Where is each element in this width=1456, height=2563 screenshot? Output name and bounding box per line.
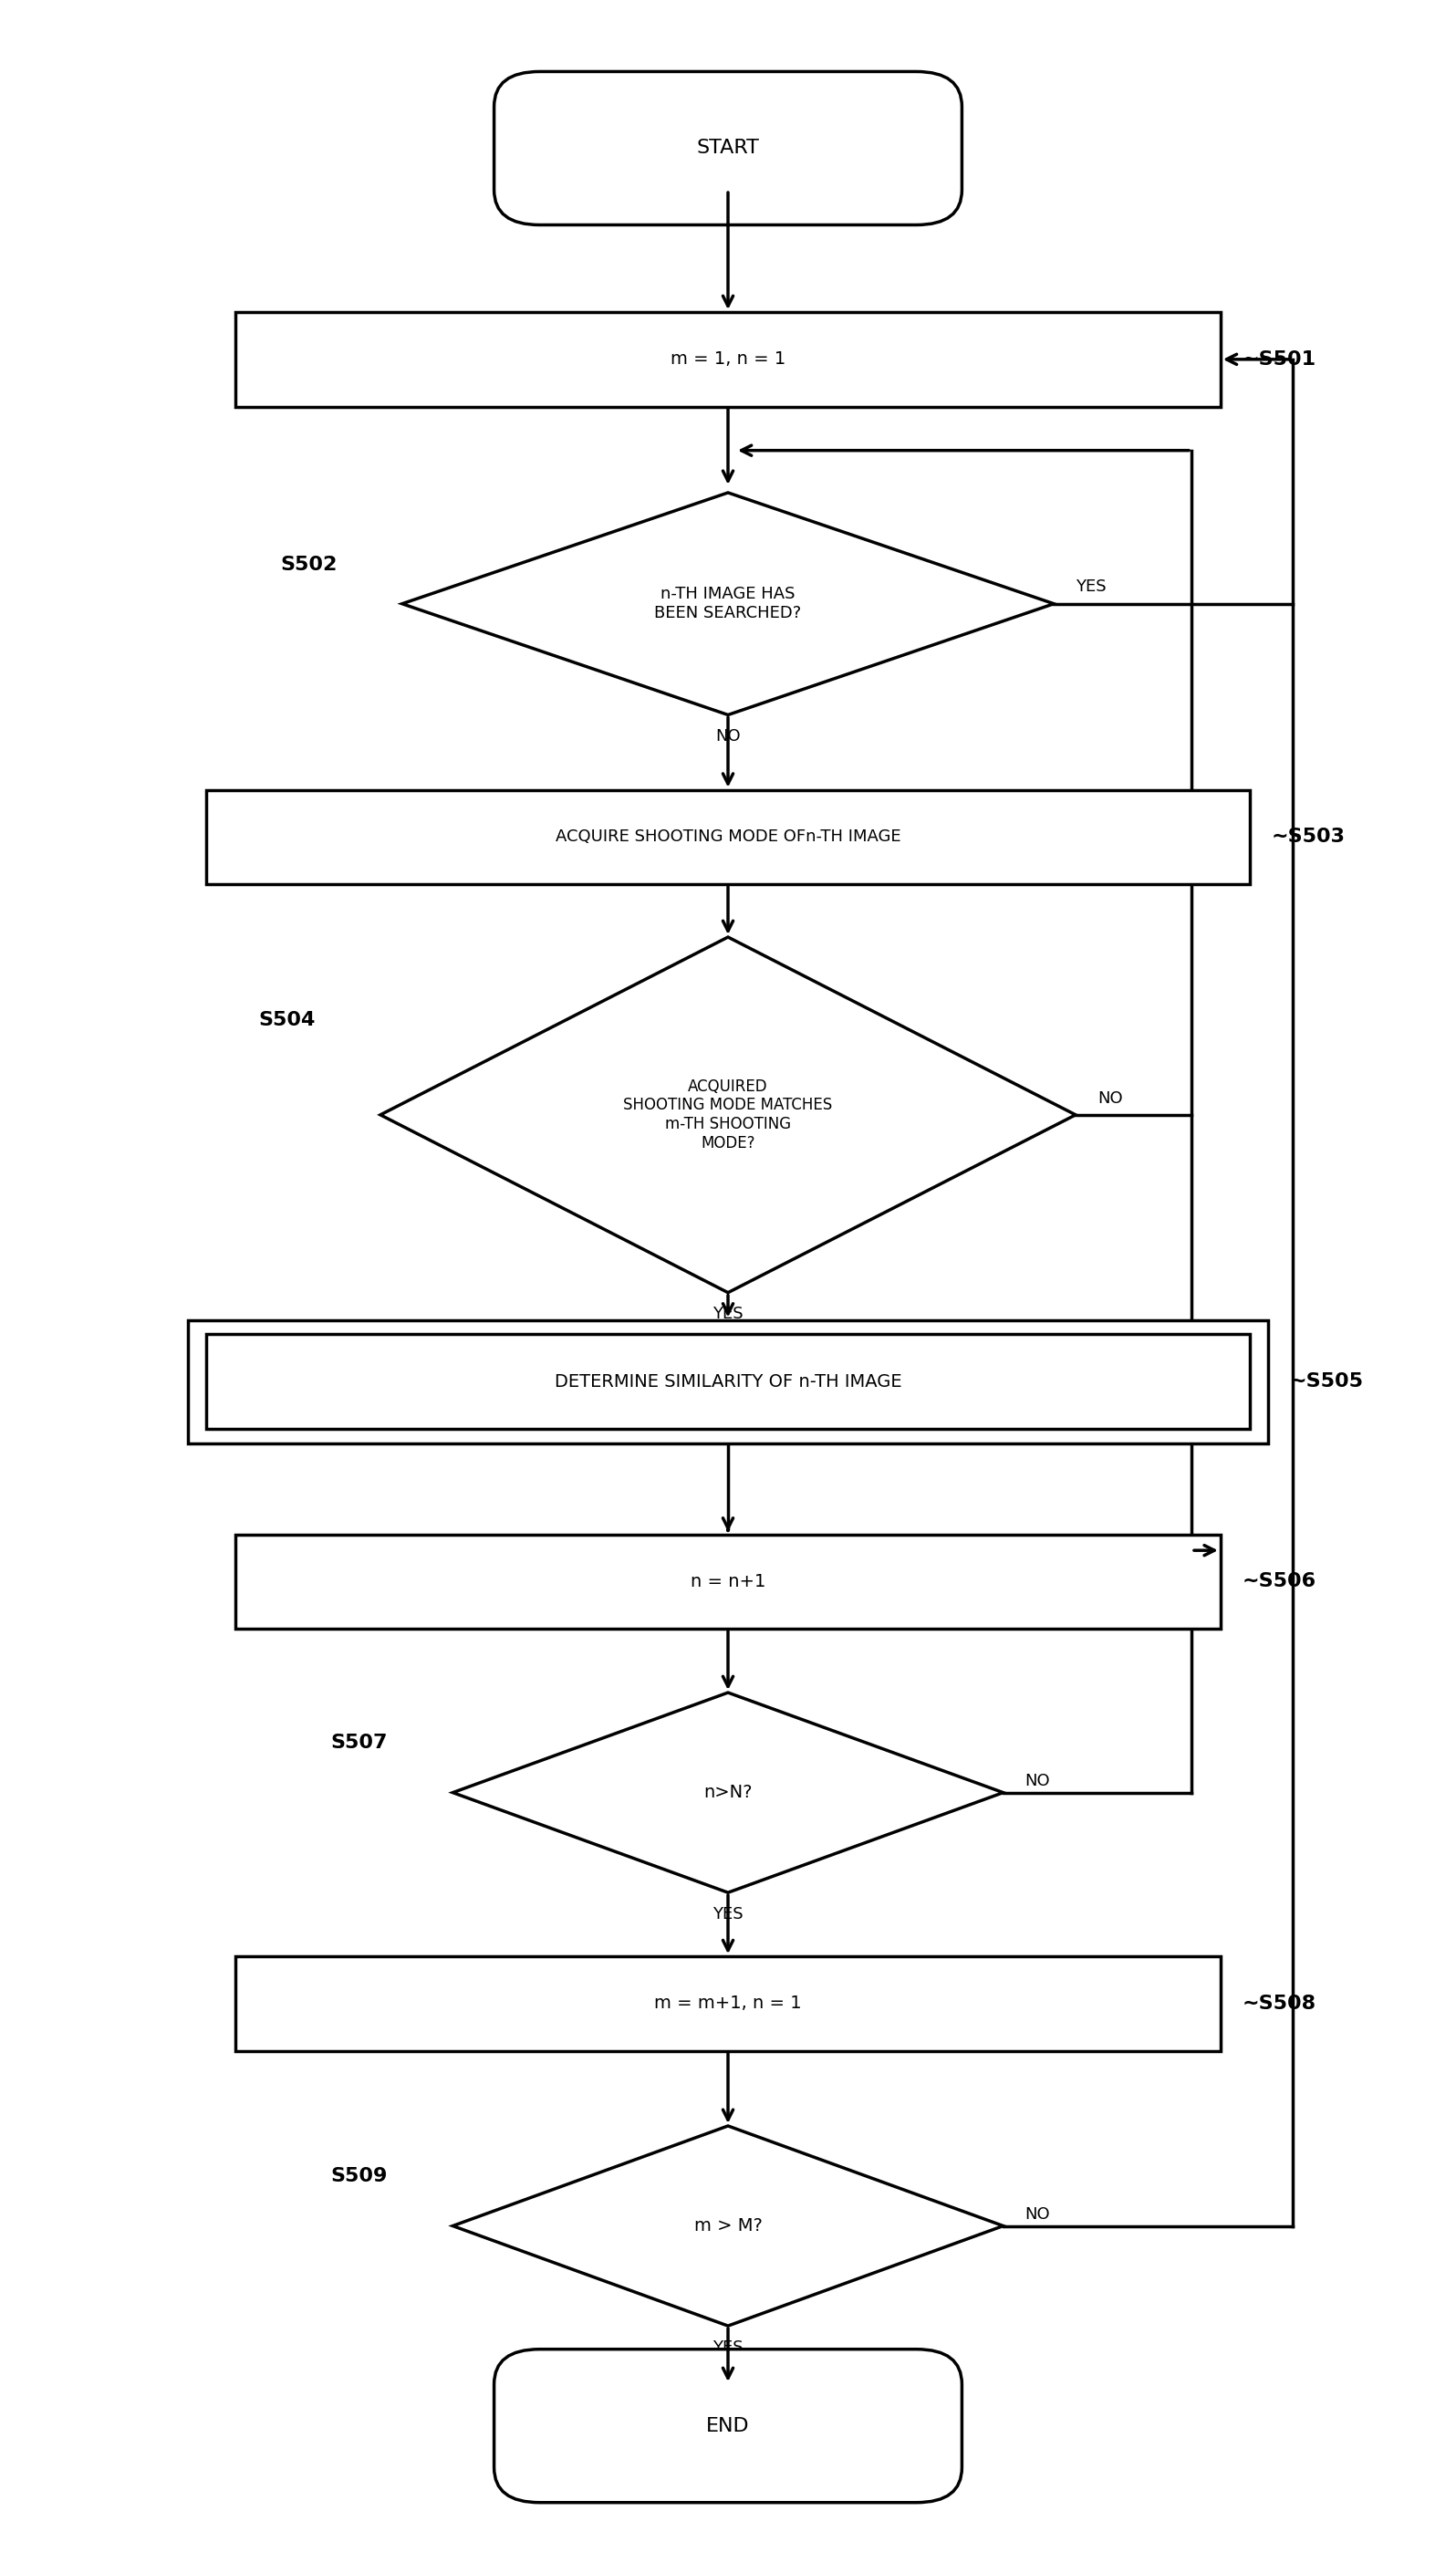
Text: ~S508: ~S508 xyxy=(1242,1994,1316,2012)
Text: ~S501: ~S501 xyxy=(1242,351,1316,369)
Text: m > M?: m > M? xyxy=(695,2217,761,2235)
Text: ~S506: ~S506 xyxy=(1242,1571,1316,1592)
Text: YES: YES xyxy=(712,1307,744,1323)
Text: NO: NO xyxy=(1025,2207,1050,2222)
Text: YES: YES xyxy=(712,1907,744,1922)
Text: YES: YES xyxy=(712,2340,744,2355)
Text: START: START xyxy=(696,138,760,156)
Polygon shape xyxy=(380,938,1076,1292)
FancyBboxPatch shape xyxy=(494,2350,962,2501)
Bar xyxy=(236,1535,1220,1628)
Text: n>N?: n>N? xyxy=(703,1784,753,1802)
Text: NO: NO xyxy=(1098,1089,1123,1107)
Bar xyxy=(207,789,1249,884)
Text: NO: NO xyxy=(1025,1774,1050,1789)
FancyBboxPatch shape xyxy=(494,72,962,226)
Text: YES: YES xyxy=(1076,579,1107,595)
Text: ~S505: ~S505 xyxy=(1290,1371,1364,1392)
Bar xyxy=(207,1335,1249,1428)
Text: m = 1, n = 1: m = 1, n = 1 xyxy=(670,351,786,369)
Bar xyxy=(236,1956,1220,2050)
Text: ACQUIRE SHOOTING MODE OFn-TH IMAGE: ACQUIRE SHOOTING MODE OFn-TH IMAGE xyxy=(555,828,901,846)
Text: S504: S504 xyxy=(258,1012,314,1030)
Text: S507: S507 xyxy=(331,1733,387,1751)
Text: ACQUIRED
SHOOTING MODE MATCHES
m-TH SHOOTING
MODE?: ACQUIRED SHOOTING MODE MATCHES m-TH SHOO… xyxy=(623,1079,833,1151)
Text: END: END xyxy=(706,2417,750,2435)
Text: NO: NO xyxy=(715,728,741,746)
Text: m = m+1, n = 1: m = m+1, n = 1 xyxy=(654,1994,802,2012)
Polygon shape xyxy=(402,492,1054,715)
Text: n-TH IMAGE HAS
BEEN SEARCHED?: n-TH IMAGE HAS BEEN SEARCHED? xyxy=(654,587,802,620)
Text: S509: S509 xyxy=(331,2166,387,2186)
Text: S502: S502 xyxy=(280,556,336,574)
Text: n = n+1: n = n+1 xyxy=(690,1574,766,1589)
Text: DETERMINE SIMILARITY OF n-TH IMAGE: DETERMINE SIMILARITY OF n-TH IMAGE xyxy=(555,1374,901,1389)
Bar xyxy=(188,1320,1268,1443)
Polygon shape xyxy=(453,2125,1003,2325)
Polygon shape xyxy=(453,1692,1003,1891)
Text: ~S503: ~S503 xyxy=(1271,828,1345,846)
Bar xyxy=(236,313,1220,408)
